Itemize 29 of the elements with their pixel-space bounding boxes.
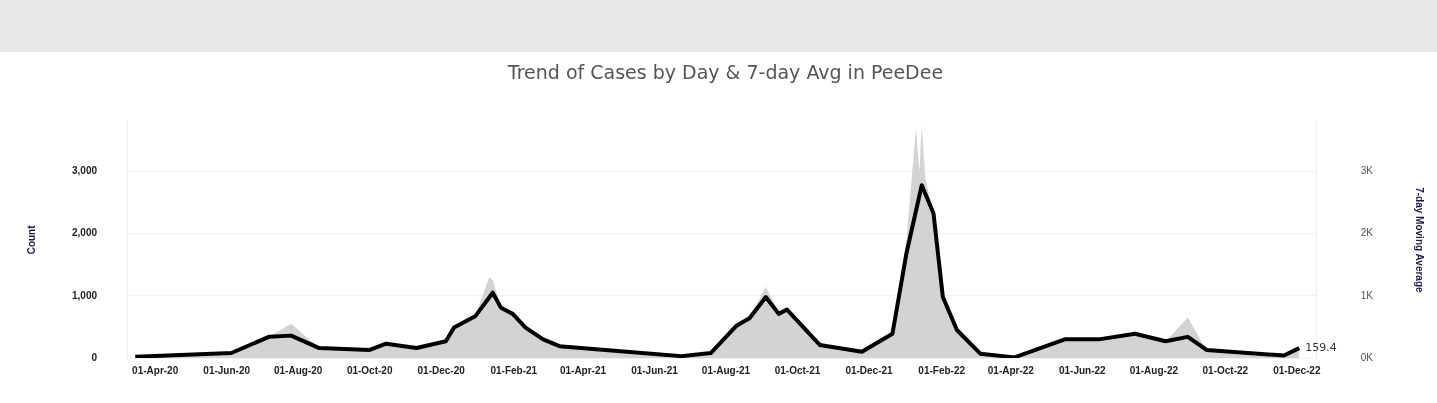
x-tick-label: 01-Feb-21 — [490, 364, 538, 376]
x-tick-label: 01-Oct-21 — [774, 364, 821, 376]
data-label: 159.4 — [1305, 340, 1337, 354]
x-tick-label: 01-Jun-22 — [1058, 364, 1107, 376]
y-tick-label: 1,000 — [71, 289, 98, 301]
x-tick-label: 01-Aug-20 — [273, 364, 323, 376]
x-tick-label: 01-Oct-20 — [346, 364, 393, 376]
y-tick-label: 3,000 — [71, 165, 98, 177]
x-tick-label: 01-Apr-22 — [987, 364, 1035, 376]
y2-tick-label: 2K — [1360, 227, 1374, 239]
x-tick-label: 01-Oct-22 — [1202, 364, 1249, 376]
x-tick-label: 01-Apr-21 — [559, 364, 607, 376]
x-tick-label: 01-Aug-22 — [1129, 364, 1179, 376]
y2-tick-label: 3K — [1360, 165, 1374, 177]
x-tick-label: 01-Dec-22 — [1273, 364, 1321, 376]
x-tick-label: 01-Apr-20 — [132, 364, 179, 376]
y2-tick-label: 0K — [1360, 351, 1374, 363]
x-tick-label: 01-Feb-22 — [918, 364, 966, 376]
y-tick-label: 2,000 — [71, 227, 98, 239]
y-axis-title: Count — [25, 224, 37, 255]
x-tick-label: 01-Dec-20 — [417, 364, 466, 376]
y-tick-label: 0 — [91, 351, 98, 363]
x-tick-label: 01-Dec-21 — [845, 364, 894, 376]
y2-axis-title: 7-day Moving Average — [1414, 187, 1426, 294]
x-tick-label: 01-Jun-20 — [203, 364, 251, 376]
x-tick-label: 01-Jun-21 — [631, 364, 679, 376]
chart-title: Trend of Cases by Day & 7-day Avg in PeeDee — [506, 61, 944, 84]
y2-tick-label: 1K — [1360, 289, 1374, 301]
x-tick-label: 01-Aug-21 — [701, 364, 751, 376]
